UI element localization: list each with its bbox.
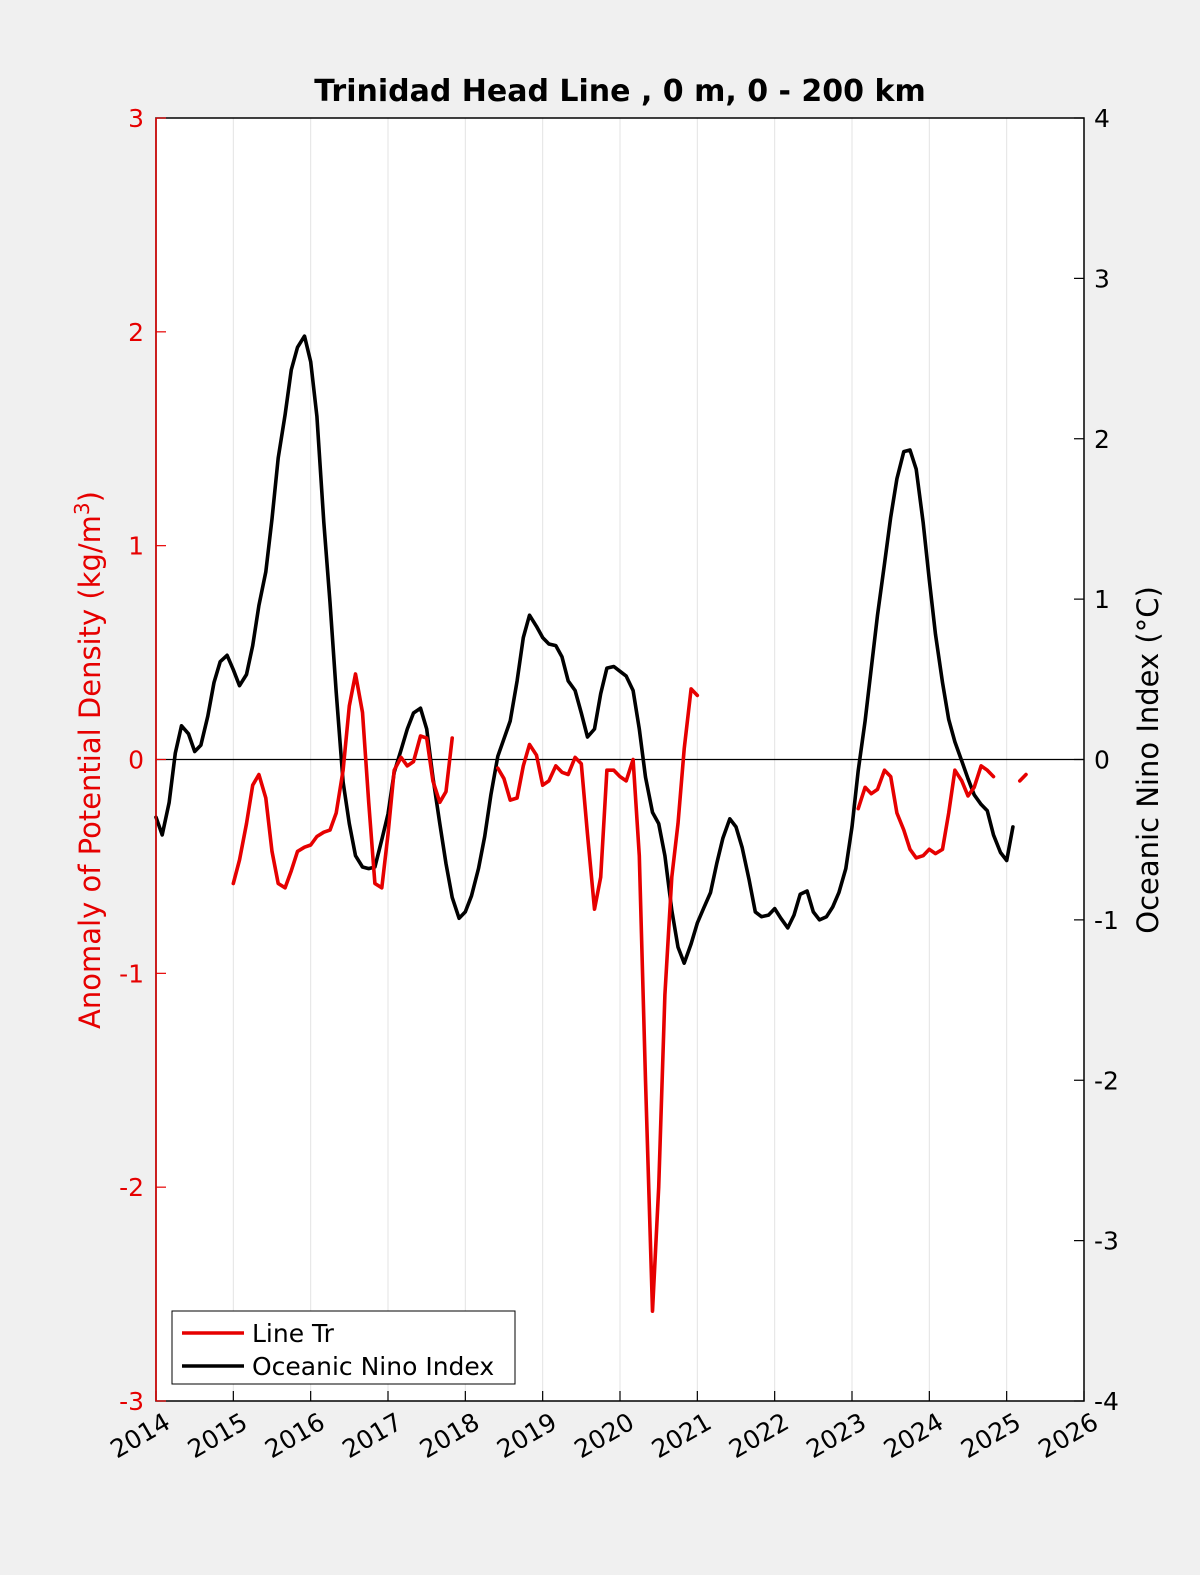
right-tick-label: -1 <box>1094 906 1119 935</box>
right-tick-label: 1 <box>1094 585 1110 614</box>
right-tick-label: 3 <box>1094 264 1110 293</box>
left-tick-label: 1 <box>128 532 144 561</box>
left-axis-title: Anomaly of Potential Density (kg/m3) <box>70 491 107 1029</box>
right-tick-label: 0 <box>1094 746 1110 775</box>
left-tick-label: 0 <box>128 746 144 775</box>
line-tr-series-segment-0 <box>231 672 455 890</box>
line-tr-series-segment-1 <box>495 687 700 1313</box>
oceanic-nino-index-series-0 <box>154 334 1015 966</box>
legend-label-oni: Oceanic Nino Index <box>252 1352 494 1381</box>
right-tick-label: 4 <box>1094 104 1110 133</box>
chart-title: Trinidad Head Line , 0 m, 0 - 200 km <box>314 74 925 109</box>
right-axis-title: Oceanic Nino Index (°C) <box>1131 586 1165 934</box>
left-tick-label: -3 <box>119 1387 144 1416</box>
left-tick-label: -2 <box>119 1173 144 1202</box>
left-tick-label: 2 <box>128 318 144 347</box>
left-y-axis: 3 2 1 0 -1 -2 -3 <box>119 104 166 1416</box>
legend: Line Tr Oceanic Nino Index <box>171 1310 516 1385</box>
line-tr-series-segment-2 <box>856 764 996 860</box>
left-tick-label: 3 <box>128 104 144 133</box>
line-tr-series-segment-3 <box>1017 772 1028 783</box>
series-layer <box>154 334 1028 1313</box>
left-tick-label: -1 <box>119 959 144 988</box>
legend-box <box>171 1310 516 1385</box>
right-tick-label: 2 <box>1094 425 1110 454</box>
right-tick-label: -2 <box>1094 1066 1119 1095</box>
right-tick-label: -3 <box>1094 1227 1119 1256</box>
legend-label-line-tr: Line Tr <box>252 1319 335 1348</box>
right-tick-label: -4 <box>1094 1387 1119 1416</box>
right-y-axis: 4 3 2 1 0 -1 -2 -3 -4 <box>1074 104 1119 1416</box>
